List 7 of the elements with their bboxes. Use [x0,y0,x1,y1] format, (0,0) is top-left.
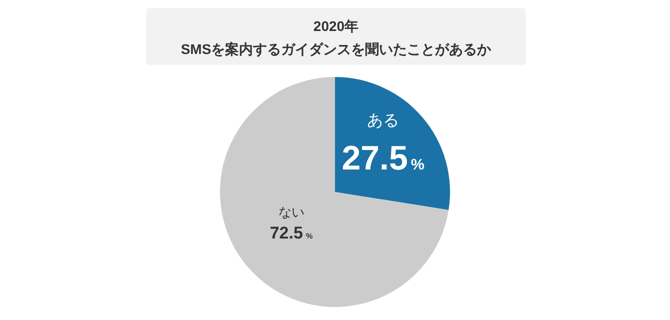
slice-label: ある [367,112,400,130]
chart-title: 2020年 [313,18,359,34]
slice-label: ない [278,204,304,220]
data-label: 27.5% [342,140,425,178]
chart-subtitle: SMSを案内するガイダンスを聞いたことがあるか [180,41,492,57]
pie-slice [335,77,450,210]
pie-slice [220,77,449,307]
